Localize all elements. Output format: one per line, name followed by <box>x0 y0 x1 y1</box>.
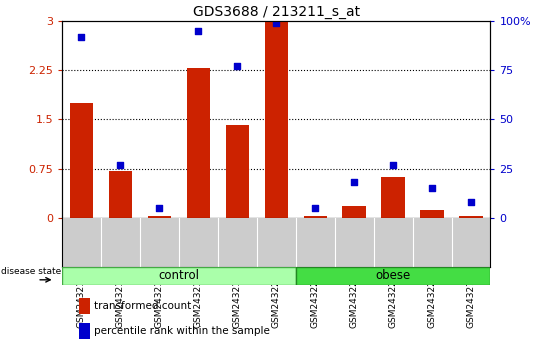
Point <box>116 162 125 167</box>
Bar <box>303 216 327 218</box>
Point <box>350 179 358 185</box>
Bar <box>109 171 132 218</box>
Bar <box>420 210 444 218</box>
Point <box>428 185 437 191</box>
Bar <box>226 125 249 218</box>
Text: transformed count: transformed count <box>94 301 191 311</box>
Text: disease state: disease state <box>1 267 61 276</box>
Point <box>77 34 86 40</box>
Point <box>311 205 320 211</box>
Point <box>155 205 164 211</box>
Point <box>194 28 203 34</box>
Point <box>272 21 280 26</box>
Text: percentile rank within the sample: percentile rank within the sample <box>94 326 270 336</box>
Point <box>389 162 397 167</box>
Bar <box>79 298 90 314</box>
Bar <box>186 68 210 218</box>
Point <box>467 199 475 205</box>
Bar <box>148 216 171 218</box>
Text: control: control <box>158 269 199 282</box>
Text: obese: obese <box>376 269 411 282</box>
FancyBboxPatch shape <box>62 267 296 285</box>
Bar <box>382 177 405 218</box>
Point <box>233 64 241 69</box>
Bar <box>342 206 366 218</box>
Bar <box>265 21 288 218</box>
FancyBboxPatch shape <box>296 267 490 285</box>
Bar <box>79 323 90 339</box>
Bar <box>459 216 483 218</box>
Title: GDS3688 / 213211_s_at: GDS3688 / 213211_s_at <box>192 5 360 19</box>
Bar <box>70 103 93 218</box>
